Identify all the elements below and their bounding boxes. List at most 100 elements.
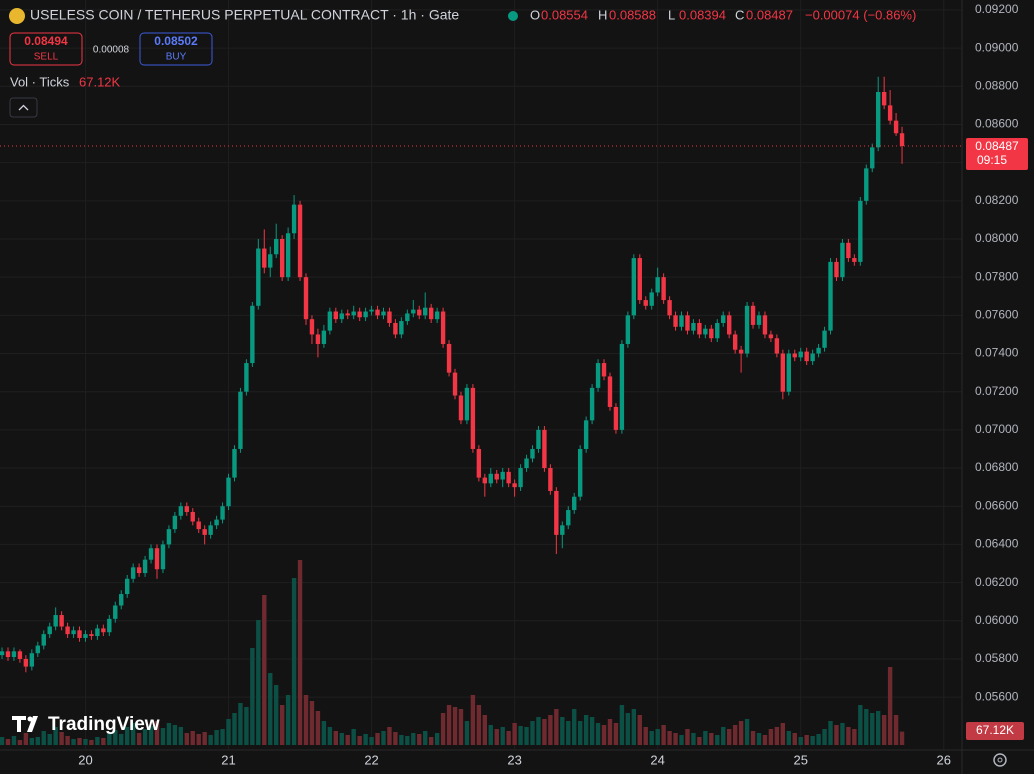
volume-bar <box>11 736 17 745</box>
volume-bar <box>446 705 452 745</box>
volume-bar <box>530 721 535 745</box>
logo-icon <box>27 716 33 722</box>
candle-body <box>619 343 625 430</box>
volume-bar <box>274 685 279 745</box>
x-tick-label: 22 <box>364 752 378 767</box>
candle-body <box>864 168 869 201</box>
volume-bar <box>625 713 631 745</box>
candle-body <box>500 471 505 480</box>
volume-bar <box>428 737 434 745</box>
candle-body <box>637 258 642 301</box>
buy-price[interactable]: 0.08502 <box>154 34 198 48</box>
candle-body <box>101 628 106 633</box>
x-tick-label: 24 <box>650 752 664 767</box>
volume-bar <box>500 727 505 745</box>
volume-bar <box>619 705 625 745</box>
volume-tag-label: 67.12K <box>976 723 1014 737</box>
y-tick-label: 0.05600 <box>975 689 1019 703</box>
volume-bar <box>679 735 684 745</box>
y-tick-label: 0.06800 <box>975 460 1019 474</box>
candle-body <box>196 521 201 530</box>
last-price-tag <box>966 138 1028 170</box>
volume-bar <box>256 620 261 745</box>
candle-body <box>160 544 166 570</box>
volume-bar <box>148 726 154 745</box>
collapse-icon[interactable] <box>18 104 29 111</box>
candle-body <box>572 496 577 511</box>
volume-bar <box>643 727 648 745</box>
volume-bar <box>697 737 702 745</box>
candle-body <box>29 653 35 667</box>
volume-bar <box>470 695 476 745</box>
volume-bar <box>554 709 559 745</box>
candle-body <box>589 387 595 421</box>
y-tick-label: 0.06400 <box>975 537 1019 551</box>
volume-bar <box>232 713 237 745</box>
candle-body <box>5 651 11 658</box>
candle-body <box>208 525 213 535</box>
candle-body <box>506 471 511 484</box>
volume-bar <box>136 733 142 745</box>
candle-body <box>166 529 172 545</box>
change: −0.00074 (−0.86%) <box>805 7 916 22</box>
volume-bar <box>577 721 583 745</box>
candle-body <box>202 529 207 535</box>
sell-price[interactable]: 0.08494 <box>24 34 68 48</box>
volume-bar <box>673 733 678 745</box>
volume-bar <box>95 737 100 745</box>
volume-bar <box>65 736 70 745</box>
candle-body <box>494 473 499 480</box>
sell-label[interactable]: SELL <box>34 52 59 63</box>
grid <box>0 0 962 750</box>
volume-bar <box>816 734 821 745</box>
candle-body <box>732 334 738 350</box>
candle-body <box>274 238 279 255</box>
volume-bar <box>887 667 893 745</box>
volume-bar <box>464 721 470 745</box>
volume-bar <box>852 729 857 745</box>
settings-icon[interactable] <box>997 757 1003 763</box>
candle-body <box>703 328 708 335</box>
collapse-button[interactable] <box>9 97 38 118</box>
candle-body <box>697 322 702 335</box>
candle-body <box>178 506 184 516</box>
candle-body <box>119 594 124 606</box>
volume-bar <box>381 731 386 745</box>
volume-bar <box>583 715 589 745</box>
candle-body <box>148 548 154 560</box>
sell-button[interactable] <box>9 32 83 66</box>
candle-body <box>899 133 905 147</box>
volume-bar <box>160 728 166 745</box>
volume-bar <box>649 731 654 745</box>
candle-body <box>351 311 356 316</box>
volume-bar <box>506 731 511 745</box>
settings-icon[interactable] <box>993 753 1007 767</box>
y-tick-label: 0.07400 <box>975 346 1019 360</box>
candle-body <box>846 242 851 259</box>
candle-body <box>560 525 565 535</box>
volume-bar <box>899 731 905 745</box>
volume-bar <box>369 737 374 745</box>
volume-bar <box>440 713 446 745</box>
price-pane <box>0 76 962 673</box>
volume-bar <box>518 726 523 745</box>
buy-button[interactable] <box>139 32 213 66</box>
volume-bar <box>840 723 845 745</box>
candle-body <box>566 510 571 526</box>
buy-label[interactable]: BUY <box>166 52 187 63</box>
volume-bar <box>184 733 189 745</box>
candle-body <box>726 315 732 335</box>
volume-bar <box>220 729 225 745</box>
candle-body <box>822 330 827 348</box>
volume-bar <box>726 729 732 745</box>
candle-body <box>601 363 607 377</box>
volume-bar <box>452 707 458 745</box>
candle-body <box>399 321 404 335</box>
candle-body <box>297 204 303 278</box>
volume-bar <box>309 701 315 745</box>
volume-bar <box>208 735 213 745</box>
candle-body <box>744 305 750 354</box>
volume-bar <box>172 725 178 745</box>
volume-value: 67.12K <box>79 74 121 89</box>
volume-bar <box>399 735 404 745</box>
